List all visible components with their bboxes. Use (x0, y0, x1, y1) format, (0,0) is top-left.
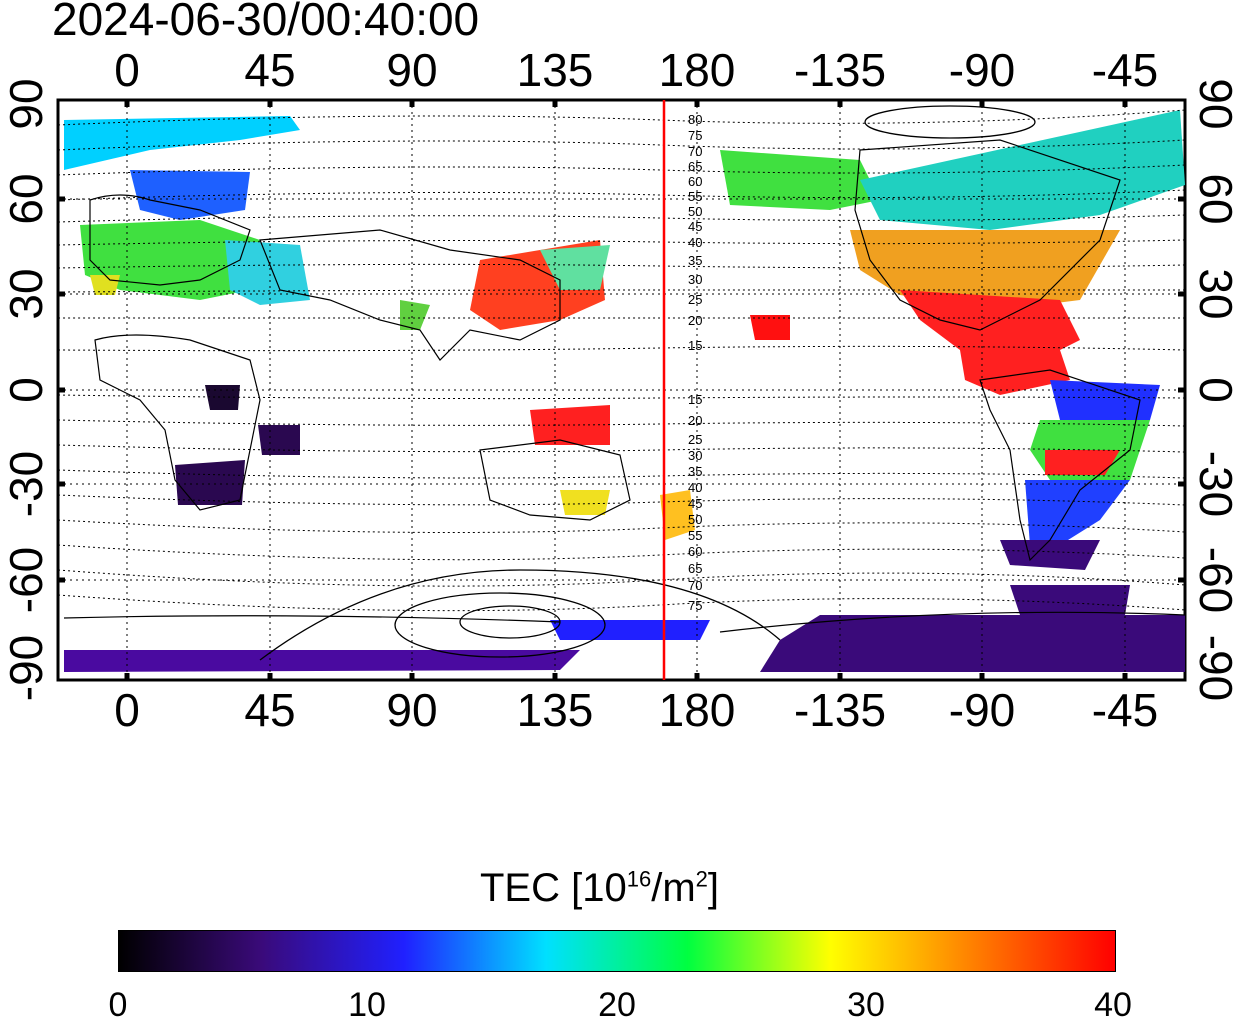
right-axis-label: -30 (1190, 451, 1235, 517)
left-axis-label: 0 (0, 377, 52, 403)
colorbar-title: TEC [1016/m2] (480, 868, 719, 908)
colorbar-tick-label: 10 (348, 986, 386, 1024)
contour-label: 60 (688, 544, 702, 559)
colorbar-title-exponent: 2 (695, 866, 708, 892)
contour-label: 75 (688, 128, 702, 143)
contour-label: 20 (688, 313, 702, 328)
right-axis-label: 30 (1190, 268, 1235, 319)
coastlines (63, 139, 1185, 633)
top-axis-label: 45 (244, 44, 295, 96)
top-axis-label: 180 (659, 44, 736, 96)
contour-label: 70 (688, 578, 702, 593)
top-axis-label: 90 (386, 44, 437, 96)
colorbar (118, 930, 1116, 972)
contour-label: 40 (688, 235, 702, 250)
top-axis-label: 135 (517, 44, 594, 96)
colorbar-tick-label: 40 (1094, 986, 1132, 1024)
left-axis-label: 60 (0, 173, 52, 224)
left-axis-label: 90 (0, 78, 52, 129)
contour-lines (58, 109, 1185, 612)
bottom-axis-label: 135 (517, 684, 594, 736)
bottom-axis-label: -90 (949, 684, 1015, 736)
left-axis-label: -30 (0, 451, 52, 517)
contour-label: 30 (688, 272, 702, 287)
bottom-axis-label: 45 (244, 684, 295, 736)
contour-label: 70 (688, 144, 702, 159)
colorbar-title-prefix: TEC [10 (480, 866, 627, 910)
left-axis-labels: 90 60 30 0 -30 -60 -90 (0, 78, 52, 701)
contour-label: 25 (688, 432, 702, 447)
contour-label: 35 (688, 464, 702, 479)
bottom-axis-labels: 0 45 90 135 180 -135 -90 -45 (114, 684, 1158, 736)
right-axis-label: 60 (1190, 173, 1235, 224)
contour-labels: 80 75 70 65 60 55 50 45 40 35 30 25 20 1… (688, 112, 702, 613)
colorbar-tick-label: 30 (847, 986, 885, 1024)
colorbar-title-exponent: 16 (626, 866, 652, 892)
right-axis-labels: 90 60 30 0 -30 -60 -90 (1190, 78, 1235, 701)
contour-label: 55 (688, 528, 702, 543)
contour-label: 20 (688, 413, 702, 428)
bottom-axis-label: -45 (1092, 684, 1158, 736)
right-axis-label: 0 (1190, 377, 1235, 403)
tec-map: 80 75 70 65 60 55 50 45 40 35 30 25 20 1… (0, 44, 1235, 736)
contour-label: 50 (688, 512, 702, 527)
top-axis-label: -90 (949, 44, 1015, 96)
colorbar-title-unit: /m (651, 866, 696, 910)
contour-label: 35 (688, 253, 702, 268)
map-title: 2024-06-30/00:40:00 (52, 0, 480, 45)
right-axis-label: -60 (1190, 547, 1235, 613)
top-axis-labels: 0 45 90 135 180 -135 -90 -45 (114, 44, 1158, 96)
right-axis-label: -90 (1190, 635, 1235, 701)
contour-label: 65 (688, 561, 702, 576)
left-axis-label: 30 (0, 268, 52, 319)
contour-label: 80 (688, 112, 702, 127)
bottom-axis-label: 180 (659, 684, 736, 736)
contour-label: 40 (688, 480, 702, 495)
contour-label: 30 (688, 448, 702, 463)
colorbar-title-suffix: ] (707, 866, 720, 910)
bottom-axis-label: 0 (114, 684, 140, 736)
top-axis-label: 0 (114, 44, 140, 96)
contour-label: 45 (688, 219, 702, 234)
left-axis-label: -90 (0, 635, 52, 701)
contour-label: 75 (688, 598, 702, 613)
grid-lines (58, 100, 1185, 680)
contour-label: 25 (688, 292, 702, 307)
contour-label: 55 (688, 189, 702, 204)
bottom-axis-label: -135 (794, 684, 886, 736)
contour-label: 65 (688, 159, 702, 174)
contour-label: 45 (688, 496, 702, 511)
top-axis-label: -45 (1092, 44, 1158, 96)
bottom-axis-label: 90 (386, 684, 437, 736)
colorbar-tick-label: 20 (598, 986, 636, 1024)
contour-label: 15 (688, 338, 702, 353)
tec-data-patches (64, 110, 1185, 672)
top-axis-label: -135 (794, 44, 886, 96)
contour-label: 15 (688, 392, 702, 407)
axis-ticks (58, 100, 1185, 680)
colorbar-tick-label: 0 (108, 986, 128, 1024)
left-axis-label: -60 (0, 547, 52, 613)
contour-label: 50 (688, 204, 702, 219)
contour-label: 60 (688, 174, 702, 189)
right-axis-label: 90 (1190, 78, 1235, 129)
